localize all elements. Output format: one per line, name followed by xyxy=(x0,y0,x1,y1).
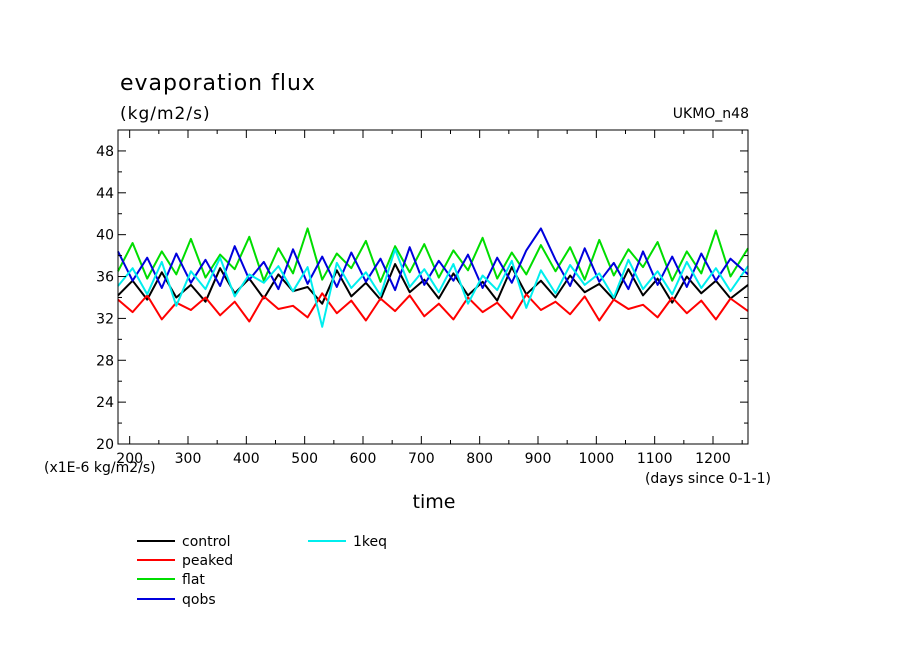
x-tick-label: 900 xyxy=(525,451,552,467)
series-line-peaked xyxy=(117,292,749,323)
chart-title: evaporation flux xyxy=(120,71,316,96)
y-tick-label: 24 xyxy=(96,395,114,411)
x-tick-label: 400 xyxy=(233,451,260,467)
x-tick-label: 700 xyxy=(408,451,435,467)
x-tick-label: 1000 xyxy=(579,451,615,467)
axes: 20 24 28 32 36 40 44 48 200 300 400 500 600 700 800 900… xyxy=(96,129,749,467)
x-tick-label: 800 xyxy=(466,451,493,467)
plot-frame xyxy=(117,129,749,445)
x-tick-label: 500 xyxy=(291,451,318,467)
legend-label-flat: flat xyxy=(182,572,205,588)
y-tick-label: 32 xyxy=(96,311,114,327)
x-tick-label: 1100 xyxy=(637,451,673,467)
chart-units: (kg/m2/s) xyxy=(120,104,211,124)
legend-label-qobs: qobs xyxy=(182,592,216,608)
y-tick-label: 40 xyxy=(96,228,114,244)
legend-label-1keq: 1keq xyxy=(353,534,387,550)
series-line-qobs xyxy=(117,227,749,292)
legend: control peaked flat qobs 1keq xyxy=(137,534,387,608)
series-line-control xyxy=(117,263,749,305)
y-tick-label: 44 xyxy=(96,186,114,202)
x-units-note: (days since 0-1-1) xyxy=(645,471,771,487)
y-tick-label: 20 xyxy=(96,437,114,453)
model-label: UKMO_n48 xyxy=(673,106,749,122)
legend-label-peaked: peaked xyxy=(182,553,233,569)
plot-lines xyxy=(117,227,749,328)
y-tick-label: 48 xyxy=(96,144,114,160)
x-tick-label: 300 xyxy=(175,451,202,467)
y-scale-note: (x1E-6 kg/m2/s) xyxy=(44,460,156,476)
legend-label-control: control xyxy=(182,534,231,550)
series-line-1keq xyxy=(117,248,749,328)
x-tick-label: 600 xyxy=(350,451,377,467)
series-line-flat xyxy=(117,227,749,283)
y-tick-label: 36 xyxy=(96,270,114,286)
x-tick-label: 200 xyxy=(116,451,143,467)
x-tick-label: 1200 xyxy=(695,451,731,467)
x-axis-label: time xyxy=(413,491,456,513)
y-tick-label: 28 xyxy=(96,353,114,369)
